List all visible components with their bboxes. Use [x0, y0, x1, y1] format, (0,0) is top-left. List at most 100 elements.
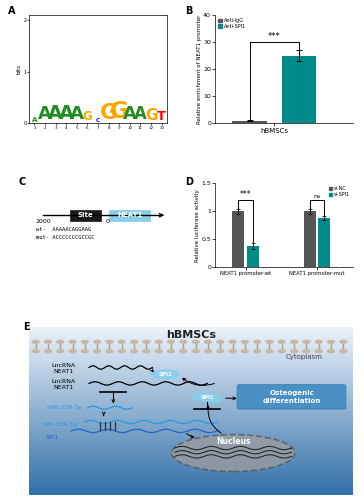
Bar — [29, 414, 353, 418]
Bar — [233, 120, 267, 124]
Text: G: G — [100, 104, 118, 124]
Circle shape — [118, 340, 126, 344]
Bar — [29, 431, 353, 434]
Circle shape — [216, 340, 225, 344]
Legend: si-NC, si-SPI1: si-NC, si-SPI1 — [328, 186, 351, 198]
Bar — [29, 488, 353, 492]
Text: A: A — [123, 106, 137, 124]
Circle shape — [204, 340, 212, 344]
Circle shape — [44, 340, 52, 344]
Text: A: A — [48, 104, 63, 124]
Bar — [29, 452, 353, 454]
Text: ***: *** — [268, 32, 281, 40]
Text: A: A — [38, 106, 52, 124]
Bar — [29, 478, 353, 482]
Text: NEAT1: NEAT1 — [117, 212, 142, 218]
Bar — [29, 401, 353, 404]
Text: D: D — [185, 176, 193, 186]
Bar — [282, 56, 316, 124]
Bar — [304, 212, 316, 267]
Text: Osteogenic
differentiation: Osteogenic differentiation — [262, 390, 321, 404]
Text: G: G — [83, 110, 92, 124]
Y-axis label: Relative luciferase activity: Relative luciferase activity — [195, 189, 200, 262]
Bar — [29, 391, 353, 394]
Circle shape — [68, 340, 77, 344]
Bar — [29, 428, 353, 431]
Circle shape — [167, 340, 175, 344]
Circle shape — [339, 340, 348, 344]
Bar — [29, 408, 353, 411]
Circle shape — [191, 340, 200, 344]
Circle shape — [302, 340, 310, 344]
FancyBboxPatch shape — [237, 384, 346, 409]
Bar — [29, 381, 353, 384]
FancyBboxPatch shape — [71, 210, 101, 220]
Text: miR-339-5p: miR-339-5p — [42, 422, 78, 427]
Bar — [29, 444, 353, 448]
Text: Site: Site — [78, 212, 94, 218]
Circle shape — [302, 349, 310, 354]
Bar — [29, 434, 353, 438]
Circle shape — [44, 349, 52, 354]
Bar — [29, 378, 353, 381]
Circle shape — [68, 349, 77, 354]
Circle shape — [327, 349, 335, 354]
Circle shape — [253, 340, 261, 344]
Bar — [29, 374, 353, 378]
Text: ***: *** — [240, 190, 252, 199]
Ellipse shape — [192, 393, 222, 402]
Circle shape — [327, 340, 335, 344]
Bar — [29, 398, 353, 401]
Bar — [29, 492, 353, 495]
Bar — [247, 246, 259, 267]
Bar — [29, 338, 353, 340]
Bar — [29, 344, 353, 348]
Circle shape — [56, 340, 64, 344]
Bar — [318, 218, 331, 267]
Text: LncRNA
NEAT1: LncRNA NEAT1 — [51, 362, 75, 374]
Text: wt-  AAAAACAGGAAG: wt- AAAAACAGGAAG — [36, 227, 91, 232]
Circle shape — [265, 340, 274, 344]
Circle shape — [93, 349, 101, 354]
Circle shape — [179, 340, 187, 344]
Circle shape — [278, 349, 286, 354]
Bar — [29, 454, 353, 458]
Circle shape — [216, 349, 225, 354]
Bar — [232, 212, 245, 267]
Y-axis label: Relative enrichment of NEAT1 promoter: Relative enrichment of NEAT1 promoter — [197, 14, 202, 124]
Circle shape — [31, 349, 40, 354]
Bar — [29, 458, 353, 462]
Circle shape — [154, 340, 163, 344]
Bar — [29, 421, 353, 424]
Circle shape — [93, 340, 101, 344]
Text: SPI1: SPI1 — [158, 372, 172, 376]
Text: 2000: 2000 — [35, 220, 51, 224]
Circle shape — [339, 349, 348, 354]
Bar — [29, 350, 353, 354]
Circle shape — [241, 340, 249, 344]
Text: mut- ACCCCCCCGCCGC: mut- ACCCCCCCGCCGC — [36, 236, 95, 240]
Text: T: T — [157, 110, 166, 124]
Circle shape — [290, 349, 298, 354]
Circle shape — [314, 340, 323, 344]
Text: E: E — [23, 322, 29, 332]
Bar — [29, 361, 353, 364]
Circle shape — [56, 349, 64, 354]
Circle shape — [253, 349, 261, 354]
Circle shape — [81, 349, 89, 354]
Circle shape — [130, 349, 138, 354]
Circle shape — [191, 349, 200, 354]
Bar — [29, 448, 353, 452]
Circle shape — [265, 349, 274, 354]
Bar — [29, 334, 353, 338]
Text: 0: 0 — [106, 220, 110, 224]
Bar — [29, 482, 353, 485]
FancyBboxPatch shape — [109, 210, 150, 220]
Circle shape — [241, 349, 249, 354]
Text: C: C — [96, 118, 100, 124]
Bar — [29, 442, 353, 444]
Circle shape — [204, 349, 212, 354]
Circle shape — [228, 349, 237, 354]
Text: Nucleus: Nucleus — [216, 437, 250, 446]
Circle shape — [228, 340, 237, 344]
